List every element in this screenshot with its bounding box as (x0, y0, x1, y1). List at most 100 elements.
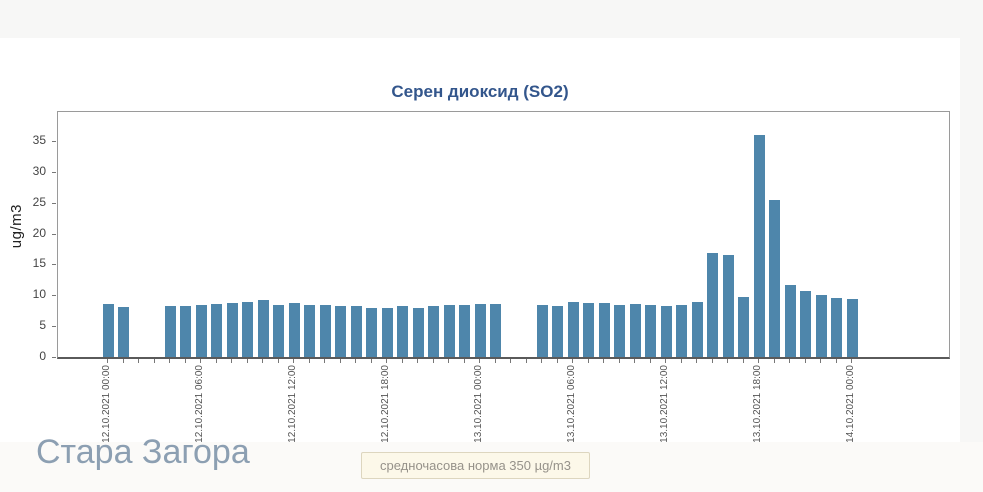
bar (567, 302, 579, 357)
x-tick (184, 359, 186, 363)
bar (552, 306, 563, 357)
bar (397, 306, 408, 357)
x-tick (308, 359, 310, 363)
x-tick (138, 359, 139, 363)
x-tick (293, 359, 294, 363)
x-tick (231, 359, 232, 363)
x-tick (370, 359, 372, 363)
bar (598, 303, 610, 357)
bar (722, 255, 734, 357)
chart-title: Серен диоксид (SO2) (391, 82, 569, 101)
bar (304, 305, 315, 357)
y-tick (52, 141, 56, 142)
bar (583, 303, 594, 357)
y-tick-label: 10 (32, 287, 46, 302)
x-tick (122, 359, 124, 363)
x-tick (804, 359, 806, 363)
bar (691, 302, 703, 357)
bar (180, 306, 191, 357)
x-tick (618, 359, 620, 363)
bar (350, 306, 362, 357)
bar (800, 291, 811, 357)
x-tick (386, 359, 387, 363)
station-title: Стара Загора (36, 433, 250, 471)
bar (536, 305, 548, 357)
bar (288, 303, 300, 357)
x-tick (432, 359, 434, 363)
bar (784, 285, 796, 357)
y-axis: 0 5 10 15 20 25 30 35 (0, 112, 57, 363)
y-tick-label: 25 (32, 194, 46, 209)
x-tick (773, 359, 775, 363)
bar (118, 307, 129, 357)
bar (335, 306, 346, 357)
x-tick (696, 359, 697, 363)
y-tick (52, 326, 56, 328)
x-tick (541, 359, 542, 363)
x-tick-label: 12.10.2021 12:00 (287, 365, 298, 443)
bar (273, 305, 284, 357)
y-tick (52, 171, 56, 173)
x-tick (510, 359, 511, 363)
bar (381, 308, 393, 357)
x-tick-label: 13.10.2021 12:00 (659, 365, 670, 443)
x-tick (742, 359, 744, 363)
x-tick (680, 359, 682, 363)
y-axis-title: ug/m3 (8, 204, 25, 249)
bar (629, 304, 641, 357)
x-tick-label: 13.10.2021 18:00 (752, 365, 763, 443)
x-tick (727, 359, 728, 363)
x-tick (634, 359, 635, 363)
x-tick (448, 359, 449, 363)
bar (195, 305, 207, 357)
bar (211, 304, 222, 357)
y-tick (52, 233, 56, 235)
x-tick-label: 13.10.2021 00:00 (473, 365, 484, 443)
y-tick-label: 35 (32, 133, 46, 147)
x-tick (153, 359, 155, 363)
norm-badge: средночасова норма 350 µg/m3 (361, 452, 590, 479)
bar (459, 305, 470, 357)
bar (676, 305, 687, 357)
x-tick (215, 359, 217, 363)
x-tick-label: 14.10.2021 00:00 (845, 365, 856, 443)
bar (474, 304, 486, 357)
bar (102, 304, 114, 357)
x-tick-label: 12.10.2021 06:00 (194, 365, 205, 443)
bar (242, 302, 253, 357)
x-tick (758, 359, 759, 363)
x-tick (820, 359, 821, 363)
x-tick (665, 359, 666, 363)
x-tick (587, 359, 589, 363)
y-tick-label: 0 (39, 349, 46, 363)
bar (753, 135, 765, 357)
x-tick (277, 359, 279, 363)
x-tick (851, 359, 852, 363)
y-tick-label: 15 (32, 256, 46, 271)
bar (614, 305, 625, 357)
bar (815, 295, 827, 357)
bar (366, 308, 377, 357)
y-tick-label: 5 (39, 318, 46, 333)
x-tick (200, 359, 201, 363)
x-tick (525, 359, 527, 363)
bar (738, 297, 749, 357)
y-tick (52, 264, 56, 266)
x-tick (711, 359, 713, 363)
x-tick (107, 359, 108, 363)
x-tick (324, 359, 325, 363)
y-tick (52, 202, 56, 204)
chart-panel: Серен диоксид (SO2) 0 5 10 15 20 25 30 35 ug/m3… (0, 38, 960, 443)
x-tick (603, 359, 604, 363)
bar (707, 253, 718, 357)
x-tick (401, 359, 403, 363)
x-tick (339, 359, 341, 363)
x-tick-label: 12.10.2021 18:00 (380, 365, 391, 443)
x-tick (262, 359, 263, 363)
bar (846, 299, 858, 357)
y-tick (52, 357, 56, 358)
x-tick-label: 12.10.2021 00:00 (101, 365, 112, 443)
x-tick (556, 359, 558, 363)
bar (428, 306, 439, 357)
